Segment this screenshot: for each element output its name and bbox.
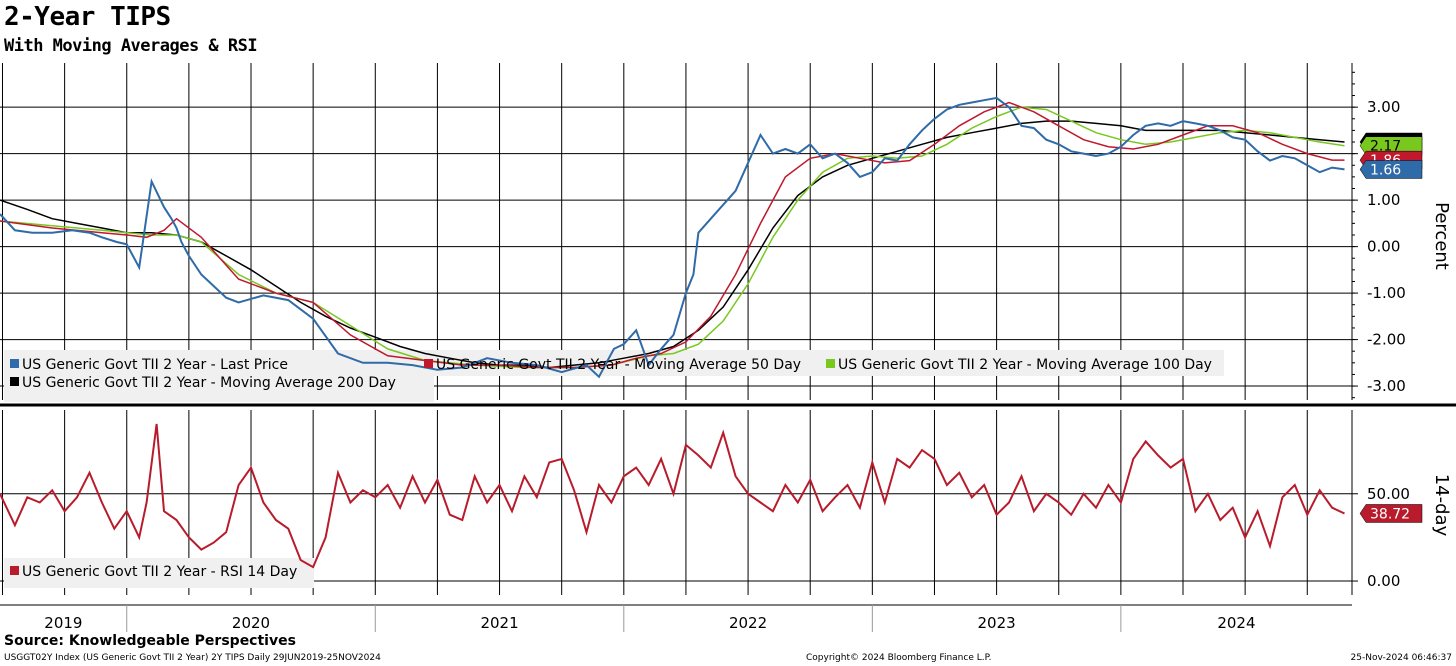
y-axis-title: 14-day [1431,474,1452,537]
y-tick-label: -1.00 [1367,284,1406,302]
x-year-label: 2020 [232,614,270,632]
series-line [0,101,1345,369]
y-tick-label: 1.00 [1367,191,1400,209]
last-value-label: 2.17 [1370,139,1401,155]
footer-index-info: USGGT02Y Index (US Generic Govt TII 2 Ye… [4,653,381,663]
series-line [0,120,1345,369]
last-value-tag [1359,160,1423,179]
x-year-label: 2021 [480,614,518,632]
y-tick-label: -2.00 [1367,331,1406,349]
last-value-label: 1.66 [1370,162,1401,178]
legend-label: US Generic Govt TII 2 Year - Last Price [22,357,288,373]
y-axis-title: Percent [1431,202,1452,270]
rsi-line [0,423,1345,569]
legend-box [4,350,434,402]
series-line [0,96,1345,379]
y-tick-label: 0.00 [1367,238,1400,256]
last-value-tag [1359,504,1423,523]
x-year-label: 2023 [978,614,1016,632]
source-note: Source: Knowledgeable Perspectives [4,633,296,649]
y-tick-label: 3.00 [1367,98,1400,116]
legend-label: US Generic Govt TII 2 Year - Moving Aver… [838,357,1212,373]
legend-swatch [424,359,433,368]
legend-swatch [10,566,19,575]
chart-subtitle: With Moving Averages & RSI [4,36,258,56]
y-tick-label: -3.00 [1367,377,1406,395]
legend-swatch [10,377,19,386]
x-year-label: 2019 [44,614,82,632]
y-tick-label: 0.00 [1367,572,1400,590]
footer-copyright: Copyright© 2024 Bloomberg Finance L.P. [806,653,992,663]
legend-swatch [826,359,835,368]
legend-label: US Generic Govt TII 2 Year - RSI 14 Day [22,564,297,580]
footer-timestamp: 25-Nov-2024 06:46:37 [1350,653,1452,663]
legend-box [4,558,314,588]
x-year-label: 2024 [1217,614,1255,632]
series-line [0,106,1345,369]
chart-title: 2-Year TIPS [4,2,171,32]
legend-label: US Generic Govt TII 2 Year - Moving Aver… [22,375,396,391]
y-tick-label: 50.00 [1367,485,1410,503]
x-year-label: 2022 [729,614,767,632]
legend-swatch [10,359,19,368]
legend-label: US Generic Govt TII 2 Year - Moving Aver… [436,357,801,373]
last-value-label: 38.72 [1370,506,1410,522]
